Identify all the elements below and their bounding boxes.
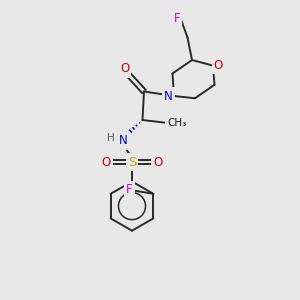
Text: O: O [101, 155, 110, 169]
Text: H: H [107, 133, 115, 143]
Text: S: S [128, 155, 136, 169]
Text: F: F [174, 11, 180, 25]
Text: N: N [164, 89, 173, 103]
Text: O: O [214, 59, 223, 72]
Text: F: F [126, 183, 133, 196]
Text: CH₃: CH₃ [167, 118, 187, 128]
Text: O: O [120, 62, 129, 76]
Text: O: O [154, 155, 163, 169]
Text: N: N [118, 134, 127, 148]
